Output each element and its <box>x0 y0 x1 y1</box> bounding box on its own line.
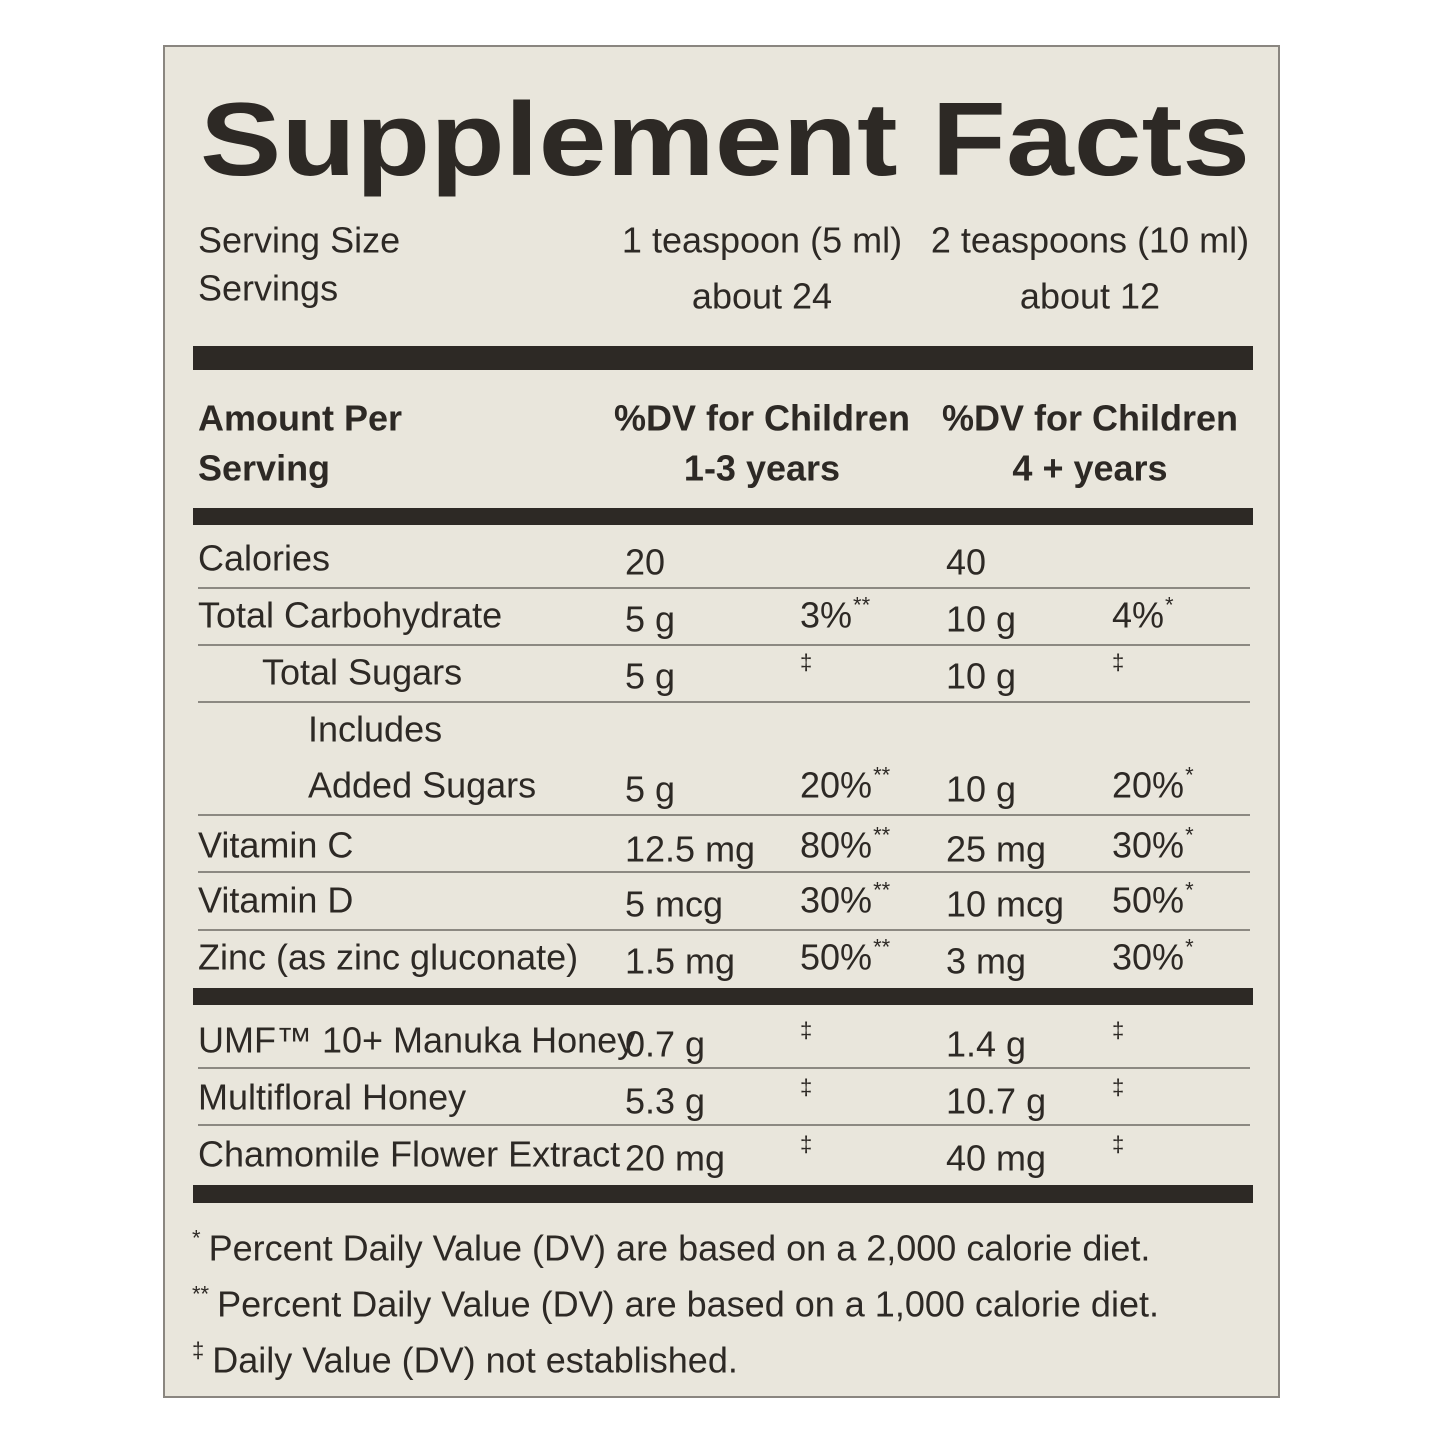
amount: 10 g <box>946 769 1016 810</box>
amount: 5 g <box>625 599 675 640</box>
serving-size: 2 teaspoons (10 ml) <box>931 220 1249 261</box>
thick-rule <box>193 988 1253 1005</box>
footnote-mark: * <box>1165 593 1174 618</box>
footnote-mark: ‡ <box>1112 1075 1124 1100</box>
amount: 10.7 g <box>946 1081 1046 1122</box>
amount: 20 mg <box>625 1138 725 1179</box>
servings: about 12 <box>1020 276 1160 317</box>
daily-value: 20% <box>1112 765 1184 806</box>
nutrient-name: Total Sugars <box>262 652 462 693</box>
nutrient-name: Vitamin C <box>198 825 353 866</box>
footnote-mark: * <box>1185 878 1194 903</box>
nutrient-name: Includes <box>308 709 442 750</box>
amount: 10 g <box>946 599 1016 640</box>
amount: 10 g <box>946 656 1016 697</box>
footnote-symbol: * <box>192 1226 201 1251</box>
thick-rule <box>193 508 1253 525</box>
footnote-mark: ‡ <box>1112 1132 1124 1157</box>
column-header: 4 + years <box>1012 448 1167 489</box>
footnote-mark: * <box>1185 763 1194 788</box>
nutrient-name: Chamomile Flower Extract <box>198 1134 620 1175</box>
thick-rule <box>193 1185 1253 1203</box>
footnote-mark: ‡ <box>800 1075 812 1100</box>
servings-label: Servings <box>198 268 338 309</box>
daily-value: 80% <box>800 825 872 866</box>
daily-value: 30% <box>800 880 872 921</box>
daily-value: 20% <box>800 765 872 806</box>
amount: 40 mg <box>946 1138 1046 1179</box>
amount: 5 g <box>625 769 675 810</box>
amount: 25 mg <box>946 829 1046 870</box>
footnote-text: Percent Daily Value (DV) are based on a … <box>217 1284 1159 1325</box>
footnote-mark: ‡ <box>800 1132 812 1157</box>
nutrient-name: Multifloral Honey <box>198 1077 466 1118</box>
daily-value: 50% <box>800 937 872 978</box>
amount: 20 <box>625 542 665 583</box>
daily-value: 3% <box>800 595 852 636</box>
nutrient-name: Total Carbohydrate <box>198 595 502 636</box>
amount: 5.3 g <box>625 1081 705 1122</box>
footnote-mark: ‡ <box>1112 650 1124 675</box>
footnote-mark: * <box>1185 935 1194 960</box>
footnote-mark: ‡ <box>800 1018 812 1043</box>
footnote-symbol: ** <box>192 1282 210 1307</box>
amount: 0.7 g <box>625 1024 705 1065</box>
daily-value: 30% <box>1112 825 1184 866</box>
footnote-text: Daily Value (DV) not established. <box>212 1340 738 1381</box>
footnote-text: Percent Daily Value (DV) are based on a … <box>209 1228 1151 1269</box>
column-header: %DV for Children <box>942 398 1238 439</box>
nutrient-name: Calories <box>198 538 330 579</box>
nutrient-name: Vitamin D <box>198 880 353 921</box>
amount: 1.4 g <box>946 1024 1026 1065</box>
amount: 3 mg <box>946 941 1026 982</box>
footnote-symbol: ‡ <box>192 1338 204 1363</box>
footnote-mark: ** <box>873 823 891 848</box>
amount: 1.5 mg <box>625 941 735 982</box>
column-header: %DV for Children <box>614 398 910 439</box>
title: Supplement Facts <box>200 82 1250 198</box>
footnote-mark: ‡ <box>1112 1018 1124 1043</box>
daily-value: 50% <box>1112 880 1184 921</box>
footnote-mark: ‡ <box>800 650 812 675</box>
amount-header: Amount Per <box>198 398 402 439</box>
label-panel <box>163 45 1280 1398</box>
amount: 40 <box>946 542 986 583</box>
amount: 12.5 mg <box>625 829 755 870</box>
serving-size: 1 teaspoon (5 ml) <box>622 220 902 261</box>
amount: 5 mcg <box>625 884 723 925</box>
nutrient-name: Zinc (as zinc gluconate) <box>198 937 578 978</box>
daily-value: 30% <box>1112 937 1184 978</box>
amount-header: Serving <box>198 448 330 489</box>
footnote-mark: ** <box>873 763 891 788</box>
footnote-mark: * <box>1185 823 1194 848</box>
column-header: 1-3 years <box>684 448 840 489</box>
footnote-mark: ** <box>873 878 891 903</box>
amount: 5 g <box>625 656 675 697</box>
nutrient-name: UMF™ 10+ Manuka Honey <box>198 1020 635 1061</box>
serving-size-label: Serving Size <box>198 220 400 261</box>
thick-rule <box>193 346 1253 370</box>
daily-value: 4% <box>1112 595 1164 636</box>
footnote-mark: ** <box>873 935 891 960</box>
nutrient-name: Added Sugars <box>308 765 536 806</box>
footnote-mark: ** <box>853 593 871 618</box>
servings: about 24 <box>692 276 832 317</box>
amount: 10 mcg <box>946 884 1064 925</box>
